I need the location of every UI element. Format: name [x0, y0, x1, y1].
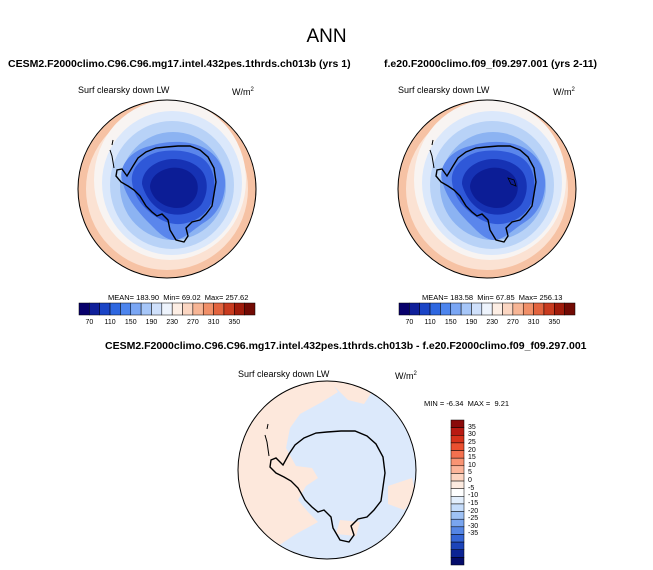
colorbar-swatch [244, 302, 256, 316]
panel1-variable: Surf clearsky down LW [78, 85, 170, 95]
panel3-stats: MIN = -6.34 MAX = 9.21 [424, 399, 510, 408]
panel2-title: f.e20.F2000climo.f09_f09.297.001 (yrs 2-… [384, 58, 598, 70]
colorbar-tick-label: -10 [468, 492, 479, 500]
colorbar-tick-label: -15 [468, 499, 479, 507]
colorbar-tick-label: 230 [486, 319, 499, 326]
panel1-colorbar [78, 302, 256, 316]
colorbar-swatch [450, 457, 465, 467]
colorbar-tick-label: 15 [468, 454, 476, 462]
colorbar-tick-label: 70 [85, 319, 94, 326]
colorbar-tick-label: -20 [468, 507, 479, 515]
colorbar-swatch [450, 427, 465, 436]
colorbar-tick-label: 350 [548, 319, 561, 326]
colorbar-tick-label: 10 [468, 461, 476, 469]
panel2-stats: MEAN= 183.58 Min= 67.85 Max= 256.13 [422, 293, 563, 302]
colorbar-swatch [564, 302, 576, 316]
colorbar-swatch [450, 503, 465, 512]
colorbar-tick-label: 110 [424, 319, 436, 326]
colorbar-tick-label: 150 [124, 319, 137, 326]
colorbar-tick-label: -35 [468, 530, 479, 538]
colorbar-swatch [450, 518, 465, 528]
panel3-title: CESM2.F2000climo.C96.C96.mg17.intel.432p… [105, 340, 587, 352]
colorbar-tick-label: 310 [207, 319, 220, 326]
panel2-antarctica-outline [435, 145, 537, 243]
colorbar-swatch [450, 511, 465, 520]
colorbar-swatch [450, 526, 465, 535]
panel1-stats: MEAN= 183.90 Min= 69.02 Max= 257.62 [108, 293, 249, 302]
colorbar-swatch [450, 496, 465, 505]
colorbar-tick-label: -25 [468, 515, 479, 523]
colorbar-swatch [450, 419, 465, 428]
main-title: ANN [306, 26, 347, 47]
colorbar-swatch [450, 465, 465, 474]
colorbar-tick-label: 20 [468, 446, 476, 454]
panel2-variable: Surf clearsky down LW [398, 85, 490, 95]
panel3-colorbar [450, 419, 465, 566]
colorbar-tick-label: 30 [468, 431, 476, 439]
panel3-variable: Surf clearsky down LW [238, 369, 330, 379]
panel1-antarctica-outline [115, 145, 217, 243]
colorbar-tick-label: 270 [507, 319, 519, 326]
panel1-units: W/m2 [232, 87, 254, 97]
panel3-units: W/m2 [395, 371, 417, 381]
colorbar-swatch [450, 442, 465, 451]
colorbar-swatch [450, 435, 465, 444]
colorbar-tick-label: 150 [444, 319, 457, 326]
colorbar-tick-label: 350 [228, 319, 241, 326]
colorbar-swatch [450, 549, 465, 558]
panel2-units: W/m2 [553, 87, 575, 97]
panel2-colorbar [398, 302, 576, 316]
panel1-title: CESM2.F2000climo.C96.C96.mg17.intel.432p… [8, 58, 351, 70]
colorbar-swatch [450, 450, 465, 459]
colorbar-tick-label: 190 [145, 319, 158, 326]
colorbar-tick-label: 190 [465, 319, 478, 326]
panel3-antarctica-outline [269, 430, 386, 543]
colorbar-swatch [450, 557, 465, 566]
colorbar-tick-label: 70 [405, 319, 414, 326]
colorbar-tick-label: -5 [468, 484, 475, 492]
colorbar-swatch [450, 534, 465, 543]
colorbar-tick-label: 270 [187, 319, 199, 326]
colorbar-tick-label: 310 [527, 319, 540, 326]
colorbar-tick-label: 35 [468, 423, 476, 431]
colorbar-tick-label: 5 [468, 469, 472, 477]
colorbar-swatch [450, 480, 465, 489]
colorbar-tick-label: 110 [104, 319, 116, 326]
colorbar-swatch [450, 541, 465, 550]
colorbar-tick-label: 230 [166, 319, 179, 326]
colorbar-tick-label: 0 [468, 477, 472, 485]
colorbar-tick-label: 25 [468, 438, 476, 446]
colorbar-swatch [450, 473, 465, 482]
colorbar-tick-label: -30 [468, 522, 479, 530]
colorbar-swatch [450, 488, 465, 497]
